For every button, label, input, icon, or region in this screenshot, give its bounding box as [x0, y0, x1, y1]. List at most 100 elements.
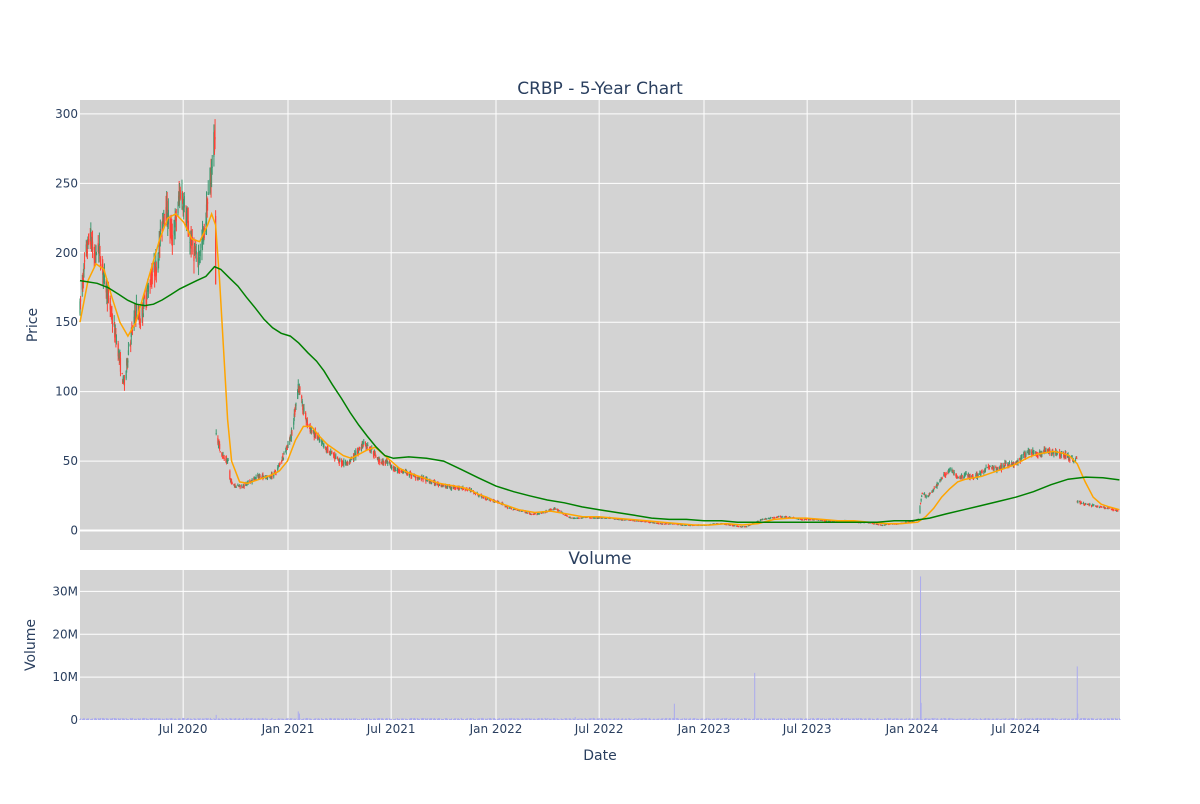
volume-bar	[294, 719, 296, 720]
volume-bar	[358, 719, 360, 720]
volume-bar	[182, 717, 184, 720]
candle-body	[183, 196, 185, 208]
candle-body	[945, 474, 947, 476]
candle-body	[317, 436, 319, 439]
volume-bar	[975, 718, 977, 720]
volume-bar	[118, 718, 120, 720]
candle-body	[969, 475, 971, 479]
volume-bar	[245, 718, 247, 720]
volume-bar	[287, 718, 289, 720]
candle-body	[286, 448, 288, 450]
volume-bar	[417, 718, 419, 720]
volume-bar	[941, 718, 943, 720]
volume-bar	[909, 718, 911, 720]
volume-bar	[677, 717, 679, 720]
volume-bar	[1071, 719, 1073, 720]
volume-bar	[335, 718, 337, 720]
volume-bar	[265, 719, 267, 720]
candle-body	[440, 484, 442, 488]
volume-bar	[929, 718, 931, 720]
volume-bar	[991, 719, 993, 720]
candle-body	[785, 515, 787, 517]
volume-bar	[920, 702, 922, 720]
volume-bar	[461, 719, 463, 720]
volume-bar	[770, 719, 772, 720]
volume-bar	[772, 717, 774, 720]
candle-body	[877, 524, 879, 526]
candle-body	[1089, 503, 1091, 506]
volume-bar	[482, 718, 484, 720]
volume-bar	[775, 719, 777, 720]
volume-bar	[844, 718, 846, 720]
volume-bar	[372, 718, 374, 720]
volume-bar	[517, 719, 519, 720]
volume-bar	[692, 719, 694, 720]
volume-bar	[130, 719, 132, 720]
volume-bar	[820, 718, 822, 720]
volume-bar	[1117, 718, 1119, 720]
volume-bar	[702, 718, 704, 720]
volume-bar	[561, 718, 563, 720]
candle-body	[187, 220, 189, 237]
candle-body	[873, 523, 875, 525]
candle-body	[309, 427, 311, 432]
candle-body	[993, 467, 995, 470]
volume-bar	[456, 718, 458, 720]
volume-bar	[861, 719, 863, 720]
volume-bar	[227, 719, 229, 720]
x-tick-label: Jan 2024	[885, 722, 939, 736]
candle-body	[305, 412, 307, 420]
volume-bar	[848, 718, 850, 720]
candle-body	[403, 471, 405, 473]
candle-body	[506, 506, 508, 508]
volume-bar	[959, 718, 961, 720]
volume-bar	[761, 719, 763, 720]
volume-bar	[533, 718, 535, 720]
volume-bar	[640, 718, 642, 720]
volume-bar	[345, 718, 347, 720]
candle-body	[266, 477, 269, 479]
volume-bar	[840, 718, 842, 720]
candle-body	[231, 482, 233, 485]
volume-bar	[932, 718, 934, 720]
volume-bar	[722, 718, 724, 720]
volume-bar	[175, 719, 177, 720]
volume-bar	[198, 718, 200, 720]
volume-bar	[712, 718, 714, 720]
volume-bar	[816, 718, 818, 720]
volume-bar	[546, 718, 548, 720]
candle-body	[199, 250, 201, 257]
volume-bar	[697, 718, 699, 720]
volume-bar	[1075, 718, 1077, 720]
candle-body	[987, 467, 989, 469]
volume-bar	[310, 719, 312, 720]
volume-bar	[684, 717, 686, 720]
volume-bar	[211, 719, 213, 720]
candle-body	[442, 485, 445, 487]
candle-body	[1052, 452, 1054, 454]
volume-bar	[417, 718, 419, 720]
candle-body	[431, 482, 433, 484]
candle-body	[415, 475, 417, 479]
volume-bar	[726, 717, 728, 720]
volume-bar	[717, 718, 719, 720]
volume-bar	[645, 718, 647, 720]
volume-bar	[259, 718, 261, 720]
volume-bar	[274, 718, 276, 720]
volume-bar	[339, 718, 341, 720]
candle-body	[989, 466, 991, 468]
volume-bar	[485, 719, 487, 720]
volume-bar	[985, 718, 987, 720]
volume-bar	[700, 718, 702, 720]
volume-bar	[153, 718, 155, 720]
volume-bar	[947, 719, 949, 720]
candle-body	[149, 286, 151, 288]
volume-bar	[434, 719, 436, 720]
volume-bar	[302, 718, 304, 720]
candle-body	[98, 246, 100, 251]
candle-body	[115, 333, 117, 343]
volume-bar	[881, 719, 883, 720]
volume-bar	[548, 718, 550, 720]
volume-bar	[513, 719, 515, 720]
volume-bar	[90, 719, 92, 720]
